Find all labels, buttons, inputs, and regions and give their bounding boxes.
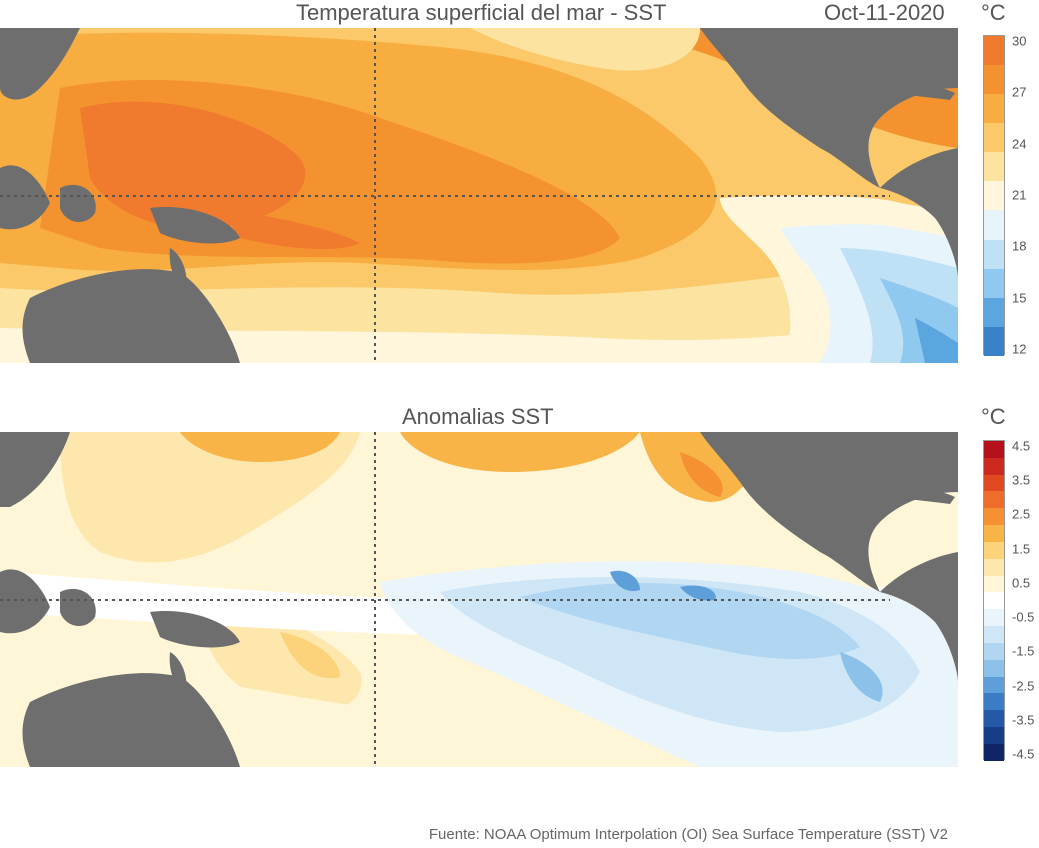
colorbar-step [984,592,1004,610]
colorbar-tick-label: 0.5 [1012,575,1031,591]
colorbar-tick-label: 27 [1012,84,1027,100]
source-credit: Fuente: NOAA Optimum Interpolation (OI) … [428,826,948,843]
colorbar-step [984,727,1004,744]
colorbar-step [984,210,1004,240]
colorbar-step [984,181,1004,211]
colorbar-step [984,441,1004,458]
colorbar-tick-label: 2.5 [1012,506,1031,522]
colorbar-step [984,457,1004,475]
colorbar-step [984,239,1004,269]
anomaly-title: Anomalias SST [402,404,554,429]
colorbar-tick-label: 15 [1012,290,1027,306]
colorbar-tick-label: 1.5 [1012,541,1031,557]
colorbar-step [984,676,1004,694]
colorbar-step [984,268,1004,298]
sst-colorbar [983,35,1005,356]
colorbar-step [984,541,1004,559]
colorbar-step [984,36,1004,66]
colorbar-tick-label: -3.5 [1012,712,1035,728]
colorbar-step [984,710,1004,728]
colorbar-tick-label: -0.5 [1012,609,1035,625]
colorbar-step [984,659,1004,677]
colorbar-tick-label: 24 [1012,136,1027,152]
colorbar-step [984,94,1004,124]
colorbar-step [984,609,1004,627]
colorbar-step [984,297,1004,327]
colorbar-tick-label: 18 [1012,238,1027,254]
colorbar-step [984,508,1004,526]
colorbar-step [984,743,1004,761]
colorbar-step [984,525,1004,542]
colorbar-step [984,123,1004,153]
colorbar-tick-label: -2.5 [1012,678,1035,694]
sst-title: Temperatura superficial del mar - SST [296,0,667,25]
colorbar-step [984,152,1004,182]
sst-unit: °C [981,0,1006,25]
colorbar-tick-label: 4.5 [1012,438,1031,454]
colorbar-tick-label: 3.5 [1012,472,1031,488]
colorbar-tick-label: 12 [1012,341,1027,357]
colorbar-step [984,326,1004,356]
colorbar-tick-label: -1.5 [1012,643,1035,659]
colorbar-step [984,575,1004,593]
anomaly-map [0,432,958,767]
sst-date: Oct-11-2020 [824,0,945,25]
colorbar-step [984,693,1004,711]
colorbar-step [984,558,1004,576]
sst-map [0,28,958,363]
colorbar-step [984,626,1004,643]
anomaly-colorbar [983,440,1005,761]
colorbar-step [984,642,1004,660]
colorbar-step [984,474,1004,492]
colorbar-tick-label: -4.5 [1012,746,1035,762]
anomaly-unit: °C [981,404,1006,429]
colorbar-tick-label: 21 [1012,187,1027,203]
colorbar-step [984,65,1004,95]
colorbar-tick-label: 30 [1012,33,1027,49]
colorbar-step [984,491,1004,509]
